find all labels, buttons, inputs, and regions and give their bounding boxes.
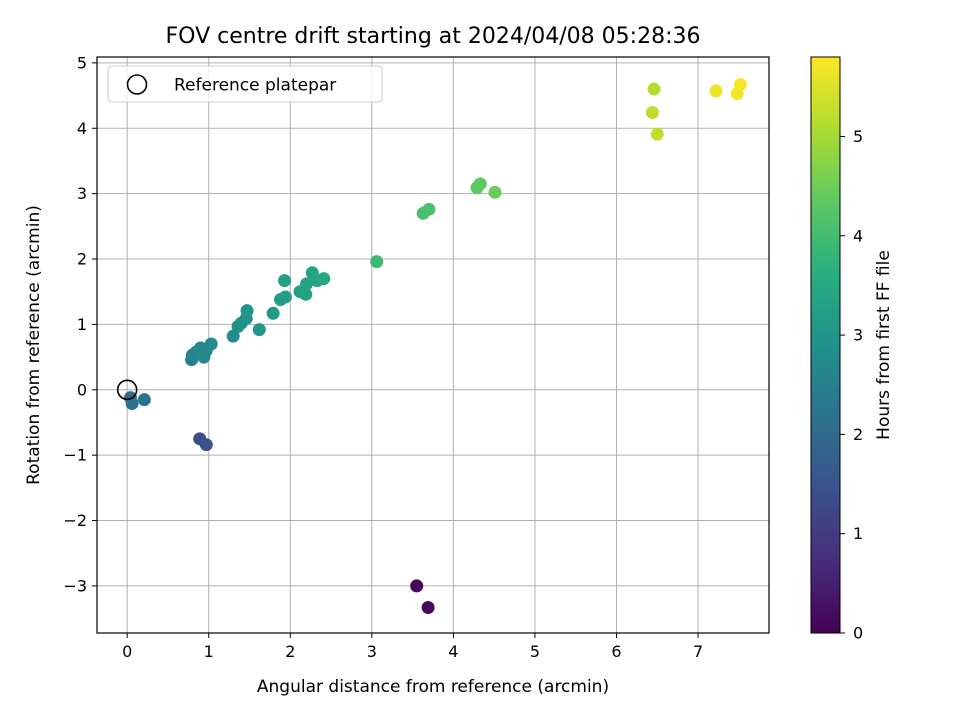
reference-platepar-marker (116, 379, 138, 401)
y-tick-label: −1 (63, 446, 87, 465)
data-point (370, 255, 384, 269)
y-tick-label: 4 (77, 119, 87, 138)
x-tick-label: 4 (448, 642, 458, 661)
x-ticks: 0 1 2 3 4 5 6 7 (122, 633, 703, 661)
reference-marker-layer (116, 379, 138, 401)
x-tick-label: 0 (122, 642, 132, 661)
data-point (299, 287, 313, 301)
plot-frame (96, 56, 770, 634)
data-point (137, 393, 151, 407)
colorbar-tick-label: 1 (853, 524, 863, 543)
data-point (421, 601, 435, 615)
data-point (317, 272, 331, 286)
data-point (278, 290, 292, 304)
x-tick-label: 3 (367, 642, 377, 661)
data-point (650, 127, 664, 141)
data-point (125, 397, 139, 411)
data-point (252, 323, 266, 337)
data-point (240, 304, 254, 318)
x-tick-label: 2 (285, 642, 295, 661)
grid-lines (97, 57, 769, 633)
colorbar-ticks: 0 1 2 3 4 5 (840, 127, 863, 643)
data-point (422, 202, 436, 216)
data-point (226, 329, 240, 343)
x-tick-label: 5 (530, 642, 540, 661)
x-tick-label: 6 (611, 642, 621, 661)
legend: Reference platepar (107, 65, 383, 103)
x-axis-label: Angular distance from reference (arcmin) (257, 677, 609, 697)
y-axis-label: Rotation from reference (arcmin) (24, 205, 44, 485)
data-point (199, 438, 213, 452)
data-point (645, 106, 659, 120)
y-tick-label: 3 (77, 184, 87, 203)
data-point (266, 306, 280, 320)
data-points (123, 77, 747, 615)
x-tick-label: 1 (204, 642, 214, 661)
data-point (473, 177, 487, 191)
legend-reference-marker (126, 74, 148, 95)
y-ticks: −3 −2 −1 0 1 2 3 4 5 (63, 53, 97, 595)
colorbar (810, 56, 841, 634)
colorbar-tick-label: 0 (853, 624, 863, 643)
y-tick-label: −3 (63, 576, 87, 595)
y-tick-label: 2 (77, 250, 87, 269)
legend-box (107, 65, 383, 103)
y-tick-label: 0 (77, 380, 87, 399)
y-tick-label: −2 (63, 511, 87, 530)
data-point (278, 274, 292, 288)
data-point (488, 185, 502, 199)
y-tick-label: 1 (77, 315, 87, 334)
colorbar-tick-label: 5 (853, 127, 863, 146)
y-tick-label: 5 (77, 53, 87, 72)
data-point (733, 77, 747, 91)
data-point (300, 277, 314, 291)
data-point (410, 579, 424, 593)
data-point (647, 82, 661, 96)
colorbar-label: Hours from first FF file (874, 250, 894, 440)
chart-title: FOV centre drift starting at 2024/04/08 … (166, 24, 701, 49)
colorbar-tick-label: 4 (853, 226, 863, 245)
data-point (204, 337, 218, 351)
colorbar-tick-label: 3 (853, 326, 863, 345)
legend-entry-reference: Reference platepar (174, 76, 336, 96)
colorbar-tick-label: 2 (853, 425, 863, 444)
data-point (709, 84, 723, 98)
x-tick-label: 7 (693, 642, 703, 661)
